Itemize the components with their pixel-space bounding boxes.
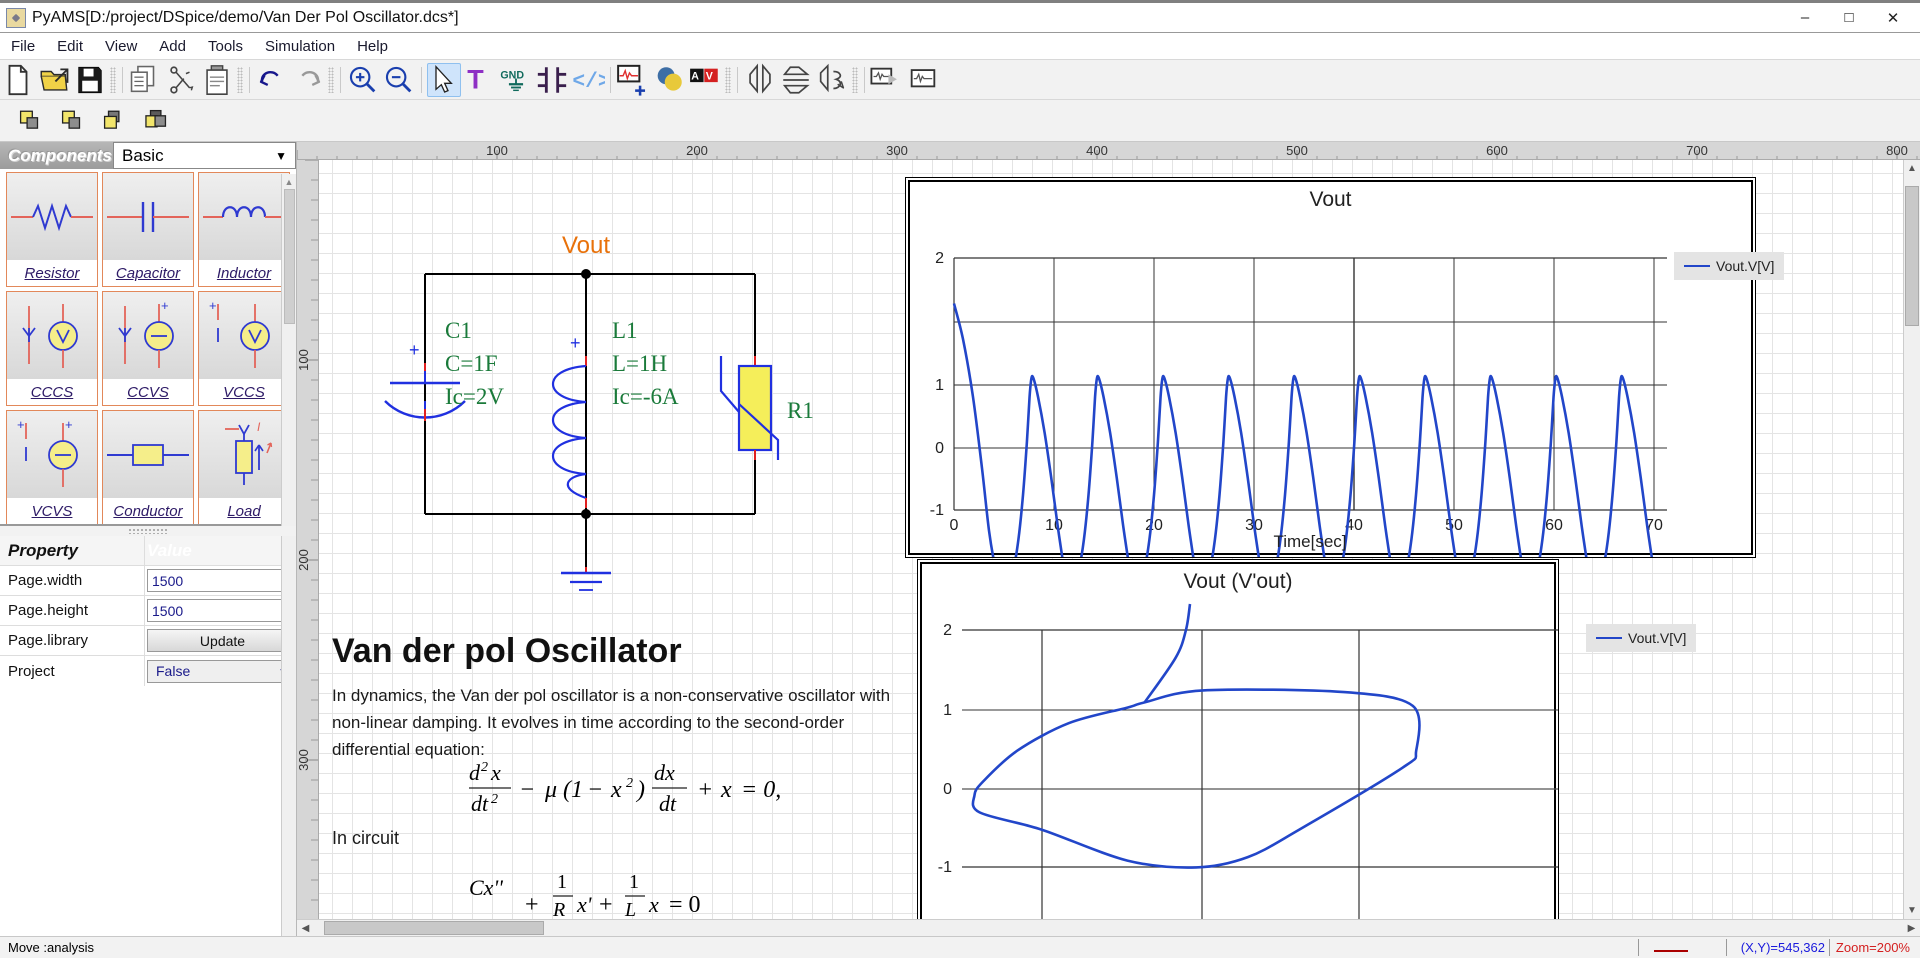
svg-text:R1: R1 (787, 398, 814, 423)
svg-text:−: − (587, 777, 603, 803)
svg-text:2: 2 (491, 792, 498, 807)
svg-text:= 0,: = 0, (741, 777, 781, 803)
svg-text:L=1H: L=1H (612, 351, 667, 376)
svg-text:500: 500 (1286, 143, 1308, 158)
svg-text:+: + (599, 892, 613, 918)
svg-text:x: x (648, 892, 659, 917)
svg-text:C=1F: C=1F (445, 351, 498, 376)
svg-text:dt: dt (659, 791, 677, 816)
svg-text:x: x (720, 777, 732, 803)
svg-text:L: L (624, 899, 636, 919)
svg-text:+: + (161, 298, 169, 313)
svg-text:1: 1 (629, 871, 639, 893)
svg-text:60: 60 (1545, 517, 1563, 534)
svg-text:= 0: = 0 (669, 892, 701, 918)
svg-text:GND: GND (500, 69, 524, 81)
svg-text:C1: C1 (445, 318, 472, 343)
svg-text:50: 50 (1445, 517, 1463, 534)
svg-text:L1: L1 (612, 318, 638, 343)
svg-text:0: 0 (943, 781, 952, 798)
svg-text:-1: -1 (938, 859, 952, 876)
svg-text:x': x' (576, 892, 592, 917)
svg-text:0: 0 (950, 517, 959, 534)
svg-text:2: 2 (943, 622, 952, 639)
svg-text:Cx'': Cx'' (469, 875, 503, 900)
svg-text:200: 200 (297, 549, 311, 571)
svg-text:T: T (467, 64, 484, 94)
svg-text:V: V (706, 70, 713, 82)
svg-text:Ic=2V: Ic=2V (445, 384, 504, 409)
svg-text:μ: μ (544, 777, 557, 803)
svg-text:−: − (519, 777, 535, 803)
svg-text:700: 700 (1686, 143, 1708, 158)
svg-text:+: + (65, 417, 73, 432)
svg-text:10: 10 (1045, 517, 1063, 534)
svg-text:dx: dx (654, 760, 675, 785)
svg-text:+: + (697, 777, 713, 803)
svg-text:1: 1 (557, 871, 567, 893)
svg-text:A: A (691, 70, 699, 82)
svg-text:20: 20 (1145, 517, 1163, 534)
svg-text:I: I (257, 420, 261, 434)
svg-text:300: 300 (886, 143, 908, 158)
svg-text:+: + (209, 298, 217, 313)
svg-text:0: 0 (935, 440, 944, 457)
svg-text:+: + (525, 892, 539, 918)
svg-text:1: 1 (935, 377, 944, 394)
svg-text:2: 2 (935, 250, 944, 267)
svg-text:1: 1 (943, 702, 952, 719)
svg-text:600: 600 (1486, 143, 1508, 158)
svg-text:x: x (490, 760, 501, 785)
svg-text:2: 2 (626, 776, 633, 791)
svg-text:+: + (570, 333, 581, 353)
svg-text:300: 300 (297, 749, 311, 771)
svg-text:+: + (17, 417, 25, 432)
svg-text:): ) (635, 777, 645, 803)
svg-text:R: R (552, 899, 565, 919)
svg-text:(1: (1 (563, 777, 583, 803)
svg-text:dt: dt (471, 791, 489, 816)
svg-text:2: 2 (481, 760, 488, 775)
svg-text:100: 100 (486, 143, 508, 158)
svg-text:Ic=-6A: Ic=-6A (612, 384, 679, 409)
svg-text:200: 200 (686, 143, 708, 158)
svg-text:Vout: Vout (562, 232, 610, 259)
svg-text:800: 800 (1886, 143, 1908, 158)
svg-text:d: d (469, 760, 481, 785)
svg-text:400: 400 (1086, 143, 1108, 158)
svg-text:100: 100 (297, 349, 311, 371)
svg-text:-1: -1 (930, 502, 944, 519)
svg-text:+: + (409, 340, 420, 360)
svg-text:x: x (610, 777, 622, 803)
svg-text:</>: </> (572, 70, 605, 94)
